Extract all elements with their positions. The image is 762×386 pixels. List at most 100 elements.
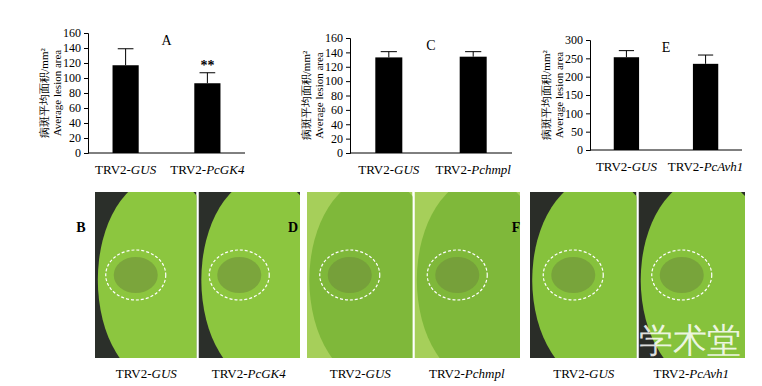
photo-half xyxy=(415,192,521,358)
y-tick-label: 40 xyxy=(69,116,81,130)
photo-label: TRV2-PcAvh1 xyxy=(653,366,729,381)
x-tick-label: TRV2-GUS xyxy=(596,159,658,174)
leaf xyxy=(532,192,636,358)
y-tick-label: 60 xyxy=(69,101,81,115)
photo-half xyxy=(530,192,637,358)
panel-letter: D xyxy=(288,220,298,235)
error-bar xyxy=(200,73,216,84)
error-cap xyxy=(698,55,713,56)
error-bar xyxy=(118,49,134,66)
lesion xyxy=(217,257,261,293)
x-tick: TRV2-PcAvh1 xyxy=(668,150,744,174)
lesion-outline xyxy=(320,250,380,300)
y-tick: 300 xyxy=(565,33,590,47)
leaf xyxy=(201,192,300,358)
x-tick-label: TRV2-GUS xyxy=(95,162,157,177)
lesion xyxy=(114,257,158,293)
y-tick-label: 80 xyxy=(69,86,81,100)
y-tick-label: 100 xyxy=(325,74,343,88)
y-tick: 0 xyxy=(577,143,590,157)
y-tick-mark xyxy=(346,67,350,68)
y-tick-mark xyxy=(346,81,350,82)
lesion-outline xyxy=(652,250,712,300)
x-axis: TRV2-GUS TRV2-PcAvh1 xyxy=(590,150,743,174)
y-tick: 40 xyxy=(69,116,88,130)
y-tick-label: 200 xyxy=(565,70,583,84)
y-tick-mark xyxy=(586,132,590,133)
y-tick: 200 xyxy=(565,70,590,84)
panel-letter: F xyxy=(512,220,521,235)
lesion xyxy=(328,257,372,293)
y-tick: 100 xyxy=(565,107,590,121)
lesion-outline xyxy=(106,250,166,300)
error-stem xyxy=(473,52,474,57)
photo-half xyxy=(639,192,746,358)
y-tick: 100 xyxy=(325,74,350,88)
y-tick-mark xyxy=(84,48,88,49)
y-tick-mark xyxy=(586,40,590,41)
x-tick-label: TRV2-PcAvh1 xyxy=(668,159,744,174)
y-axis: 020406080100120140160 xyxy=(325,31,351,160)
y-tick: 60 xyxy=(69,101,88,115)
y-tick: 150 xyxy=(565,88,590,102)
leaf xyxy=(98,192,197,358)
error-cap xyxy=(465,51,481,52)
y-tick: 250 xyxy=(565,52,590,66)
y-tick-mark xyxy=(586,113,590,114)
error-stem xyxy=(125,49,126,66)
y-tick-label: 120 xyxy=(325,60,343,74)
y-tick: 50 xyxy=(571,125,590,139)
photo-half xyxy=(307,192,413,358)
y-tick-mark xyxy=(586,95,590,96)
photo-panel: D TRV2-GUS TRV2-Pchmpl xyxy=(288,177,548,383)
y-tick-label: 300 xyxy=(565,33,583,47)
y-tick: 140 xyxy=(325,46,350,60)
watermark: 学术堂 xyxy=(639,320,741,360)
y-axis: 0 50 100 150 200 250 300 xyxy=(565,33,591,157)
error-stem xyxy=(388,52,389,58)
x-tick: TRV2-Pchmpl xyxy=(435,153,511,177)
y-tick-label: 20 xyxy=(331,132,343,146)
photo-label: TRV2-GUS xyxy=(116,366,178,381)
y-tick-mark xyxy=(346,52,350,53)
y-tick: 100 xyxy=(63,71,88,85)
y-tick-label: 120 xyxy=(63,56,81,70)
bar xyxy=(113,65,139,153)
photo-half xyxy=(199,192,301,358)
leaf xyxy=(417,192,520,358)
x-axis: TRV2-GUSTRV2-Pchmpl xyxy=(350,153,512,177)
panel-letter: C xyxy=(426,38,435,53)
y-tick-mark xyxy=(84,138,88,139)
annotation: ** xyxy=(200,58,214,73)
lesion-outline xyxy=(543,250,603,300)
y-tick-label: 20 xyxy=(69,131,81,145)
x-tick: TRV2-GUS xyxy=(95,153,157,177)
y-tick-label: 60 xyxy=(331,103,343,117)
photo-label: TRV2-Pchmpl xyxy=(429,366,505,381)
y-tick-mark xyxy=(84,108,88,109)
photo-panel: FTRV2-GUSTRV2-PcAvh1 xyxy=(512,177,762,383)
lesion-outline xyxy=(427,250,487,300)
error-cap xyxy=(118,48,134,49)
y-tick-mark xyxy=(84,93,88,94)
y-axis: 020406080100120140160 xyxy=(63,26,89,160)
y-tick-mark xyxy=(346,96,350,97)
y-tick: 120 xyxy=(63,56,88,70)
x-axis-line xyxy=(590,150,742,151)
lesion xyxy=(551,257,595,293)
x-tick-label: TRV2-Pchmpl xyxy=(435,162,511,177)
y-tick: 0 xyxy=(75,146,88,160)
y-tick: 20 xyxy=(69,131,88,145)
y-tick-mark xyxy=(346,110,350,111)
y-tick-mark xyxy=(346,38,350,39)
y-axis-title: 病斑平均面积/mm² xyxy=(38,48,50,138)
error-stem xyxy=(626,51,627,58)
y-tick-mark xyxy=(84,78,88,79)
y-tick-label: 250 xyxy=(565,52,583,66)
y-tick-mark xyxy=(84,63,88,64)
y-tick: 140 xyxy=(63,41,88,55)
y-tick: 120 xyxy=(325,60,350,74)
panel-letter: A xyxy=(161,33,172,48)
photo-label: TRV2-GUS xyxy=(330,366,392,381)
y-tick-label: 100 xyxy=(565,107,583,121)
